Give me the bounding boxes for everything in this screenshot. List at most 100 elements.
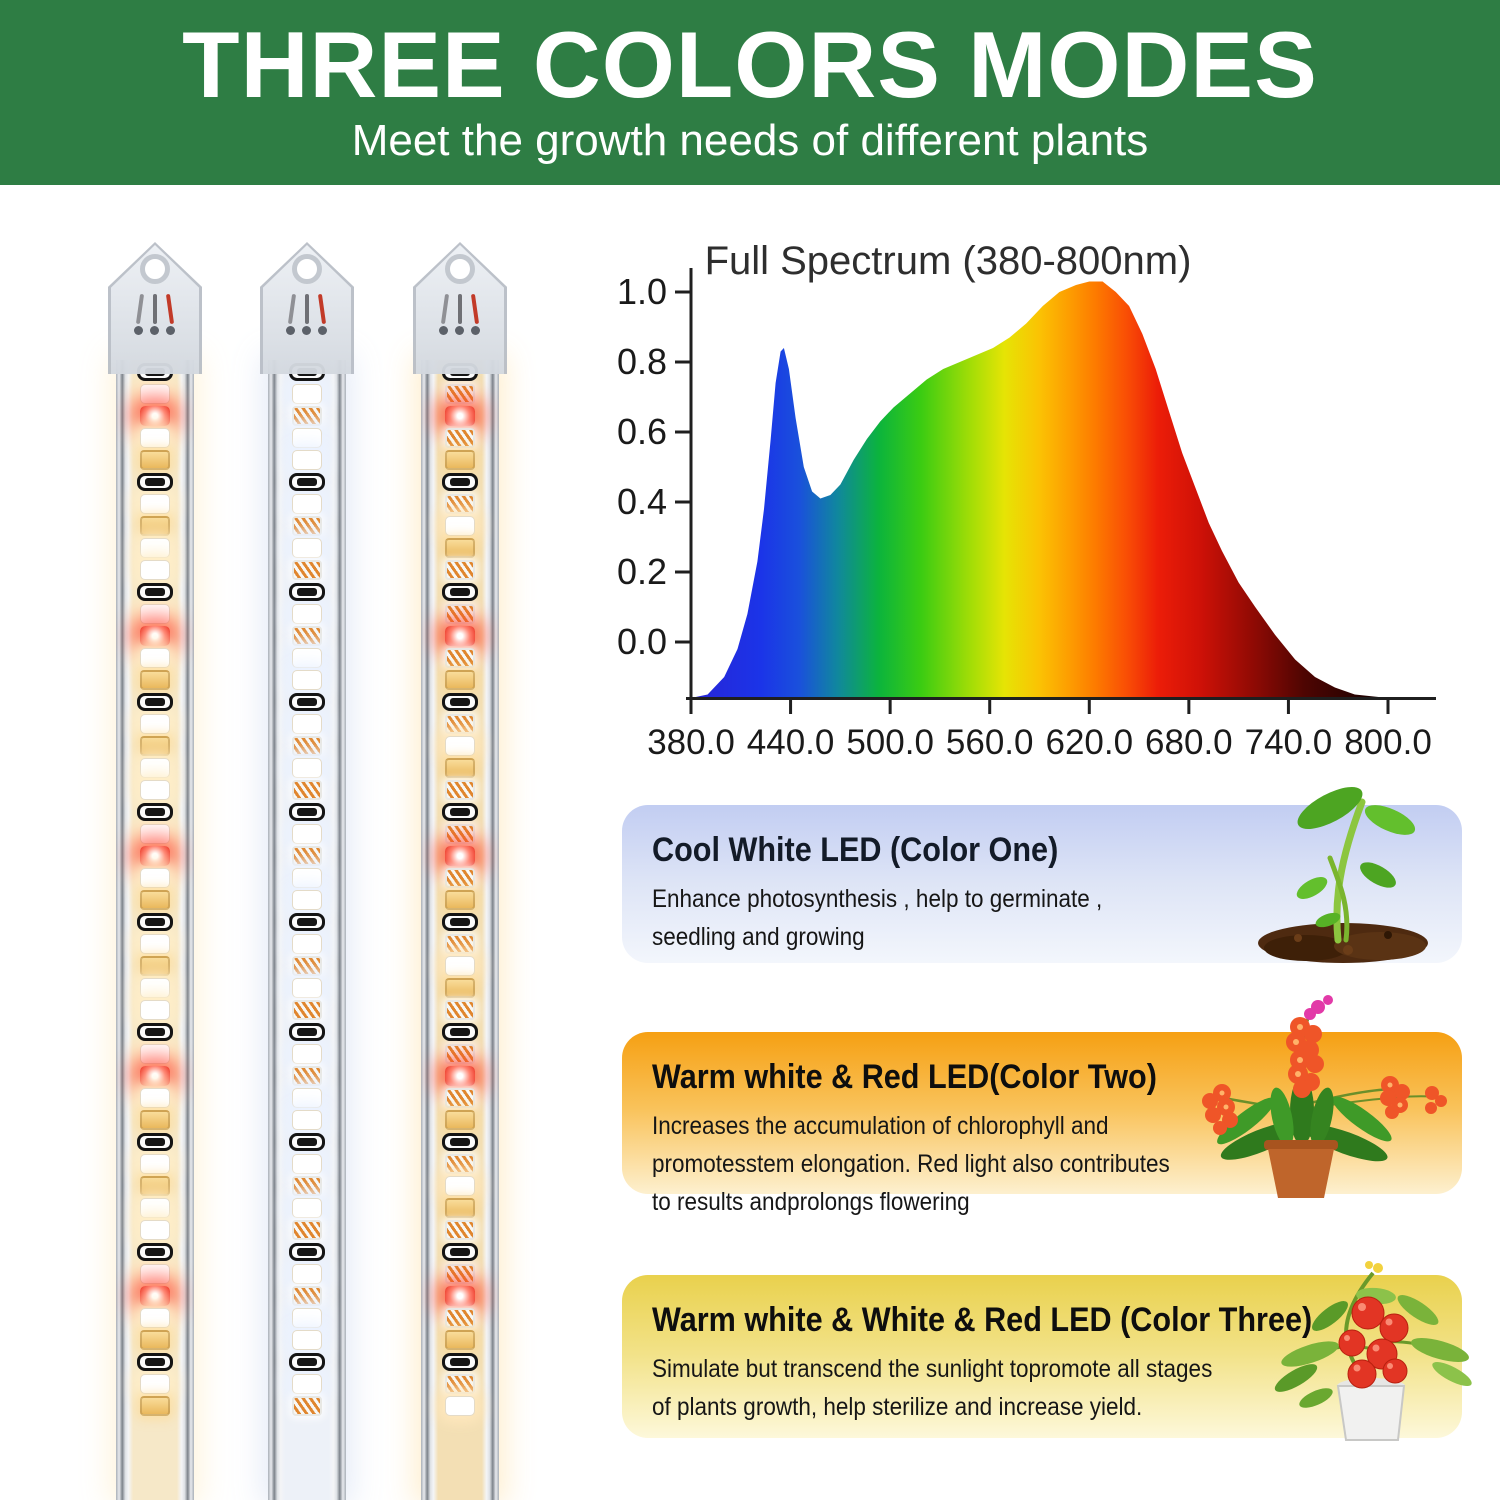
wire [458, 294, 462, 324]
white-led [292, 824, 322, 844]
warm-white-red-led-strip [108, 242, 202, 1500]
white-led [292, 450, 322, 470]
striped-led-chip [445, 384, 475, 404]
red-led [445, 1286, 475, 1306]
solder-dot [134, 326, 143, 335]
white-led [140, 384, 170, 404]
solder-dot [166, 326, 175, 335]
white-led [292, 758, 322, 778]
warm-led-chip [445, 1198, 475, 1218]
striped-led-chip [292, 736, 322, 756]
chart-title: Full Spectrum (380-800nm) [705, 239, 1192, 283]
white-led [140, 758, 170, 778]
y-tick-label: 1.0 [617, 271, 667, 312]
striped-led-chip [445, 1220, 475, 1240]
solder-dot [150, 326, 159, 335]
solder-dot [471, 326, 480, 335]
page-subtitle: Meet the growth needs of different plant… [351, 116, 1149, 165]
red-led [140, 626, 170, 646]
white-led [140, 978, 170, 998]
x-tick-label: 440.0 [747, 723, 835, 762]
red-led [445, 846, 475, 866]
warm-led-chip [140, 1396, 170, 1416]
white-led [292, 978, 322, 998]
red-led [445, 626, 475, 646]
y-tick-label: 0.2 [617, 551, 667, 592]
white-led [292, 670, 322, 690]
x-tick-label: 500.0 [846, 723, 934, 762]
white-led [140, 1088, 170, 1108]
striped-led-chip [292, 1066, 322, 1086]
y-tick-label: 0.8 [617, 341, 667, 382]
white-led [292, 428, 322, 448]
warm-led-chip [140, 670, 170, 690]
hanging-hole [445, 254, 475, 284]
striped-led-chip [445, 1374, 475, 1394]
white-led [292, 1154, 322, 1174]
connector-chip [137, 473, 173, 491]
warm-led-chip [140, 956, 170, 976]
connector-chip [442, 803, 478, 821]
warm-led-chip [445, 1110, 475, 1130]
white-led [292, 714, 322, 734]
connector-chip [137, 1243, 173, 1261]
connector-chip [137, 1133, 173, 1151]
white-led [292, 1198, 322, 1218]
spectrum-curve [691, 281, 1388, 698]
white-led [292, 648, 322, 668]
red-led [140, 1066, 170, 1086]
white-led [140, 934, 170, 954]
striped-led-chip [292, 1286, 322, 1306]
white-led [292, 1374, 322, 1394]
striped-led-chip [292, 406, 322, 426]
striped-led-chip [445, 560, 475, 580]
striped-led-chip [445, 714, 475, 734]
striped-led-chip [292, 516, 322, 536]
connector-chip [442, 583, 478, 601]
striped-led-chip [445, 428, 475, 448]
striped-led-chip [445, 934, 475, 954]
white-led [140, 1044, 170, 1064]
red-led [140, 406, 170, 426]
warm-led-chip [140, 736, 170, 756]
white-led [140, 714, 170, 734]
white-led [292, 1044, 322, 1064]
warm-led-chip [445, 978, 475, 998]
striped-led-chip [445, 1264, 475, 1284]
white-led [140, 868, 170, 888]
aluminum-channel [268, 360, 346, 1500]
striped-led-chip [445, 824, 475, 844]
red-led [445, 406, 475, 426]
warm-led-chip [140, 516, 170, 536]
warm-led-chip [140, 1110, 170, 1130]
white-led [292, 890, 322, 910]
y-tick-label: 0.6 [617, 411, 667, 452]
connector-chip [289, 913, 325, 931]
striped-led-chip [292, 626, 322, 646]
striped-led-chip [445, 780, 475, 800]
warm-led-chip [445, 538, 475, 558]
solder-dot [318, 326, 327, 335]
white-led [140, 1264, 170, 1284]
solder-dot [286, 326, 295, 335]
white-led [292, 494, 322, 514]
tomato-plant-photo [1274, 1261, 1472, 1441]
connector-chip [289, 1243, 325, 1261]
white-led [140, 560, 170, 580]
spectrum-chart-svg: 1.0 0.8 0.6 0.4 0.2 0.0 380.0 440.0 500.0 560.0 62… [617, 239, 1436, 762]
white-led [292, 1330, 322, 1350]
card-warm-white-red-body: Increases the accumulation of chlorophyl… [652, 1112, 1170, 1216]
connector-chip [289, 583, 325, 601]
card-cool-white-title: Cool White LED (Color One) [652, 831, 1059, 869]
white-led [140, 1374, 170, 1394]
spectrum-chart: 1.0 0.8 0.6 0.4 0.2 0.0 380.0 440.0 500.0 560.0 62… [598, 222, 1478, 787]
connector-chip [442, 1243, 478, 1261]
connector-chip [442, 913, 478, 931]
warm-led-chip [445, 1330, 475, 1350]
striped-led-chip [445, 868, 475, 888]
white-led [292, 604, 322, 624]
warm-white-white-red-led-strip [413, 242, 507, 1500]
white-led [140, 1220, 170, 1240]
card-warm-white-red-title: Warm white & Red LED(Color Two) [652, 1058, 1157, 1096]
striped-led-chip [292, 560, 322, 580]
